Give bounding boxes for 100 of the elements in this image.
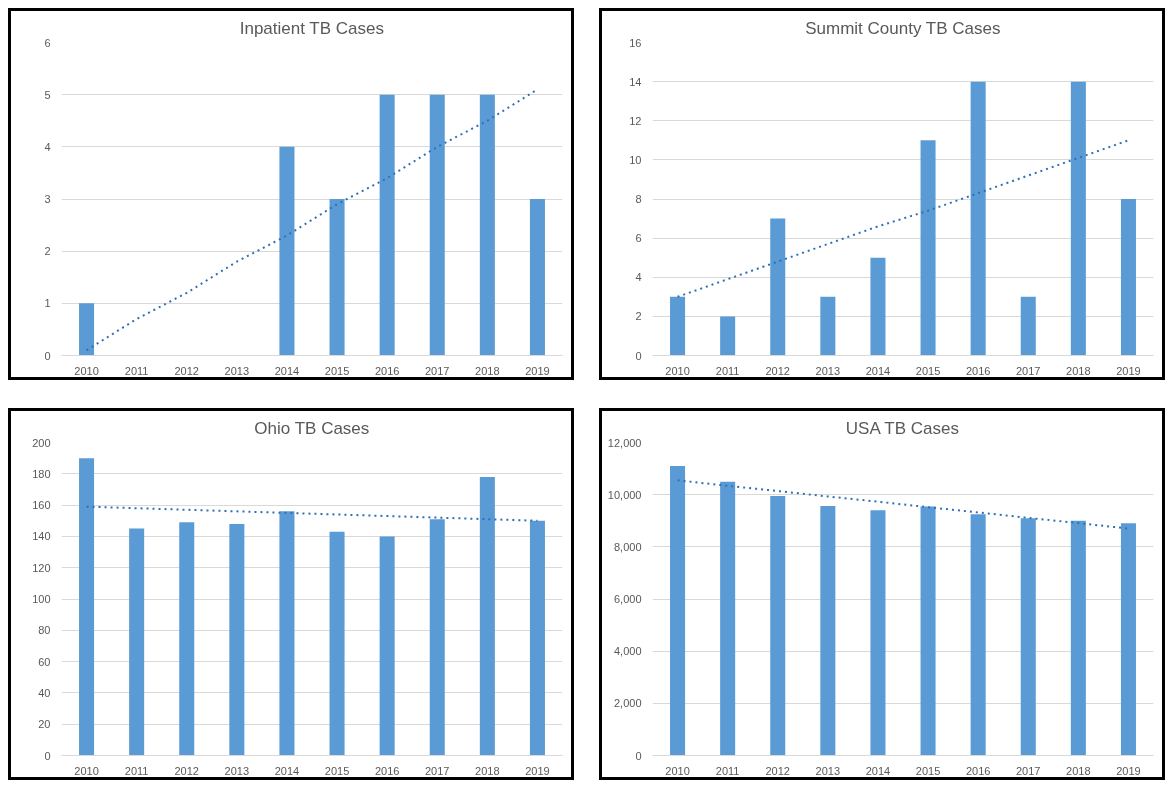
y-tick-label: 4,000 bbox=[613, 645, 642, 658]
y-tick-label: 0 bbox=[44, 349, 51, 362]
bar bbox=[1070, 520, 1086, 756]
x-tick-label: 2010 bbox=[74, 764, 99, 777]
bar bbox=[670, 296, 686, 356]
y-tick-label: 2,000 bbox=[613, 697, 642, 710]
x-tick-label: 2013 bbox=[224, 364, 250, 377]
x-tick-label: 2010 bbox=[665, 764, 690, 777]
y-tick-label: 6 bbox=[44, 36, 51, 49]
x-tick-label: 2019 bbox=[1116, 364, 1141, 377]
y-tick-label: 0 bbox=[44, 749, 51, 762]
line-series bbox=[85, 505, 539, 522]
y-tick-label: 160 bbox=[32, 499, 51, 512]
bar bbox=[1020, 518, 1036, 756]
bar bbox=[1020, 296, 1036, 356]
x-tick-label: 2014 bbox=[865, 364, 891, 377]
x-tick-label: 2017 bbox=[1016, 764, 1041, 777]
x-tick-label: 2018 bbox=[1066, 764, 1091, 777]
y-tick-label: 6 bbox=[635, 232, 642, 245]
chart-title: Summit County TB Cases bbox=[805, 18, 1001, 38]
x-tick-label: 2013 bbox=[815, 364, 841, 377]
x-tick-label: 2014 bbox=[274, 364, 300, 377]
x-tick-label: 2014 bbox=[865, 764, 891, 777]
x-tick-label: 2018 bbox=[1066, 364, 1091, 377]
bar bbox=[379, 94, 395, 356]
bar bbox=[429, 519, 445, 756]
x-tick-label: 2012 bbox=[174, 364, 199, 377]
bar bbox=[329, 531, 345, 756]
bar bbox=[720, 481, 736, 756]
y-tick-label: 10,000 bbox=[607, 488, 642, 501]
x-tick-label: 2010 bbox=[665, 364, 690, 377]
y-tick-label: 6,000 bbox=[613, 593, 642, 605]
x-tick-label: 2016 bbox=[374, 364, 400, 377]
y-tick-label: 4 bbox=[44, 140, 51, 153]
x-tick-label: 2016 bbox=[965, 764, 991, 777]
x-tick-label: 2014 bbox=[274, 764, 300, 777]
y-tick-label: 60 bbox=[38, 655, 51, 668]
y-tick-label: 3 bbox=[44, 193, 51, 205]
x-tick-label: 2017 bbox=[1016, 364, 1041, 377]
bar bbox=[329, 199, 345, 356]
x-tick-label: 2017 bbox=[425, 764, 450, 777]
bar bbox=[820, 296, 836, 356]
x-tick-label: 2011 bbox=[715, 764, 740, 777]
y-tick-label: 200 bbox=[32, 436, 51, 449]
x-tick-label: 2019 bbox=[1116, 764, 1141, 777]
bar bbox=[670, 465, 686, 756]
y-tick-label: 20 bbox=[38, 718, 51, 731]
bar bbox=[920, 506, 936, 756]
bar bbox=[279, 146, 295, 356]
x-tick-label: 2018 bbox=[475, 364, 500, 377]
bar bbox=[1120, 523, 1136, 756]
x-tick-label: 2012 bbox=[765, 364, 790, 377]
bar bbox=[529, 520, 545, 756]
y-tick-label: 0 bbox=[635, 349, 642, 362]
x-tick-label: 2011 bbox=[124, 364, 149, 377]
y-tick-label: 100 bbox=[32, 593, 51, 605]
bar bbox=[970, 514, 986, 756]
bar bbox=[79, 303, 95, 356]
y-tick-label: 14 bbox=[629, 75, 642, 88]
chart-title: USA TB Cases bbox=[845, 418, 959, 438]
x-tick-label: 2013 bbox=[224, 764, 250, 777]
bar bbox=[429, 94, 445, 356]
y-tick-label: 8 bbox=[635, 193, 642, 205]
line-series bbox=[676, 479, 1130, 530]
bar bbox=[179, 522, 195, 756]
bar bbox=[229, 523, 245, 756]
x-tick-label: 2019 bbox=[525, 764, 550, 777]
chart-title: Inpatient TB Cases bbox=[239, 18, 384, 38]
y-tick-label: 2 bbox=[635, 310, 642, 323]
bar bbox=[1070, 81, 1086, 356]
line-series bbox=[676, 139, 1130, 298]
bar bbox=[529, 199, 545, 356]
bar bbox=[379, 536, 395, 756]
bar bbox=[1120, 199, 1136, 356]
y-tick-label: 80 bbox=[38, 624, 51, 637]
x-tick-label: 2016 bbox=[965, 364, 991, 377]
y-tick-label: 120 bbox=[32, 561, 51, 574]
x-tick-label: 2018 bbox=[475, 764, 500, 777]
x-tick-label: 2016 bbox=[374, 764, 400, 777]
bar bbox=[870, 510, 886, 756]
bar bbox=[920, 140, 936, 356]
x-tick-label: 2011 bbox=[124, 764, 149, 777]
x-tick-label: 2017 bbox=[425, 364, 450, 377]
x-tick-label: 2012 bbox=[174, 764, 199, 777]
y-tick-label: 2 bbox=[44, 245, 51, 258]
bar bbox=[279, 511, 295, 756]
y-tick-label: 16 bbox=[629, 36, 642, 49]
bar bbox=[79, 458, 95, 756]
y-tick-label: 5 bbox=[44, 88, 51, 101]
x-tick-label: 2015 bbox=[915, 364, 941, 377]
bar bbox=[770, 495, 786, 756]
y-tick-label: 10 bbox=[629, 153, 642, 166]
y-tick-label: 1 bbox=[44, 297, 51, 310]
y-tick-label: 40 bbox=[38, 686, 51, 699]
bar bbox=[129, 528, 145, 756]
bar bbox=[770, 218, 786, 356]
x-tick-label: 2011 bbox=[715, 364, 740, 377]
y-tick-label: 4 bbox=[635, 271, 642, 284]
y-tick-label: 12 bbox=[629, 114, 642, 127]
bar bbox=[820, 505, 836, 756]
